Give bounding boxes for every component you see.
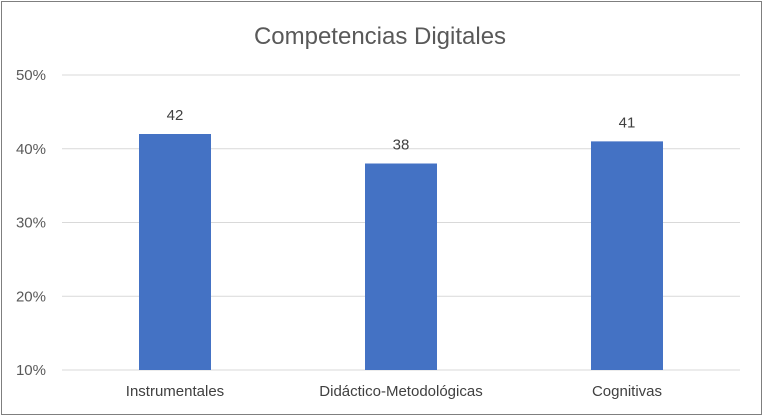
y-tick-label: 20% <box>16 288 46 305</box>
category-label: Instrumentales <box>126 383 224 400</box>
y-tick-label: 30% <box>16 215 46 232</box>
data-label: 41 <box>619 114 636 131</box>
y-axis-tick-labels: 10% 20% 30% 40% 50% <box>16 67 46 379</box>
y-tick-label: 10% <box>16 362 46 379</box>
category-label: Didáctico-Metodológicas <box>319 383 482 400</box>
bar <box>591 141 663 370</box>
x-axis-category-labels: Instrumentales Didáctico-Metodológicas Cog… <box>126 383 662 400</box>
data-label: 42 <box>167 107 184 124</box>
data-label: 38 <box>393 137 410 154</box>
y-tick-label: 50% <box>16 67 46 84</box>
data-labels: 42 38 41 <box>167 107 636 154</box>
category-label: Cognitivas <box>592 383 662 400</box>
bar <box>365 163 437 370</box>
y-tick-label: 40% <box>16 141 46 158</box>
bar <box>139 134 211 370</box>
bars <box>139 134 663 370</box>
chart-title: Competencias Digitales <box>254 23 506 50</box>
